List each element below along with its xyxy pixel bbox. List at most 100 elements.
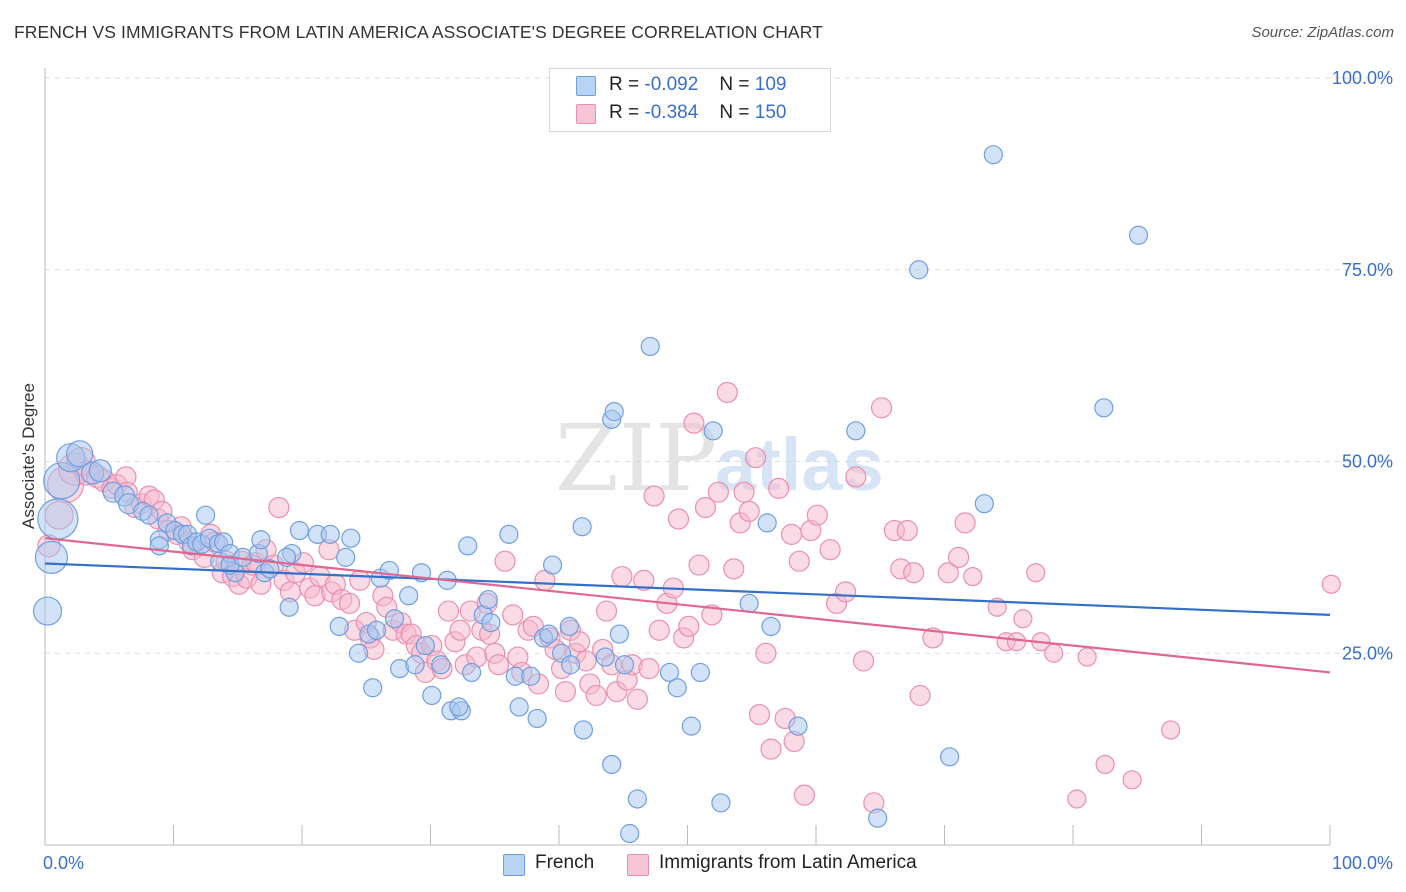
french-point bbox=[405, 655, 425, 675]
french-point bbox=[559, 616, 579, 637]
french-point bbox=[539, 624, 559, 644]
latin-point bbox=[568, 631, 591, 653]
latin-point bbox=[1161, 720, 1181, 740]
latin-point bbox=[723, 558, 745, 580]
latin-trend-line bbox=[44, 537, 1331, 674]
y-tick-label: 75.0% bbox=[1342, 260, 1393, 280]
french-point bbox=[572, 517, 592, 537]
latin-point bbox=[963, 566, 983, 587]
french-point bbox=[690, 662, 710, 683]
latin-point bbox=[845, 466, 867, 488]
y-axis-label: Associate's Degree bbox=[19, 383, 38, 529]
latin-point bbox=[638, 657, 660, 680]
latin-point bbox=[488, 654, 510, 676]
french-point bbox=[251, 530, 271, 550]
french-point bbox=[363, 678, 383, 698]
latin-point bbox=[948, 546, 970, 568]
latin-point bbox=[788, 550, 810, 572]
latin-point bbox=[748, 704, 771, 726]
french-point bbox=[366, 620, 387, 640]
latin-point bbox=[922, 627, 944, 649]
french-point bbox=[1128, 225, 1149, 245]
latin-point bbox=[667, 508, 690, 530]
french-point bbox=[846, 421, 866, 441]
french-point bbox=[499, 524, 519, 544]
latin-point bbox=[585, 684, 607, 707]
latin-point bbox=[937, 562, 959, 584]
french-point bbox=[88, 459, 112, 483]
french-point bbox=[620, 823, 640, 844]
french-point bbox=[139, 505, 159, 525]
french-point bbox=[37, 498, 79, 540]
french-point bbox=[983, 145, 1003, 165]
latin-point bbox=[1077, 647, 1097, 667]
y-tick-label: 100.0% bbox=[1332, 68, 1393, 88]
latin-point bbox=[819, 539, 841, 561]
french-point bbox=[909, 260, 929, 280]
french-point bbox=[415, 635, 435, 656]
latin-point bbox=[349, 569, 371, 591]
french-point bbox=[509, 697, 529, 717]
legend-french-n-value: 109 bbox=[754, 74, 787, 95]
legend-french-r-label: R = bbox=[609, 74, 640, 95]
latin-point bbox=[1006, 632, 1027, 652]
latin-point bbox=[502, 604, 524, 626]
latin-point bbox=[678, 615, 700, 638]
latin-point bbox=[494, 550, 516, 572]
french-point bbox=[573, 720, 594, 740]
french-point bbox=[289, 520, 310, 541]
latin-point bbox=[738, 500, 760, 522]
latin-point bbox=[268, 496, 290, 519]
legend-latin-n-label: N = bbox=[719, 102, 750, 123]
french-point bbox=[196, 505, 216, 525]
latin-point bbox=[626, 688, 648, 710]
latin-point bbox=[768, 477, 790, 499]
latin-point bbox=[683, 412, 705, 434]
bottom-legend-swatch-french bbox=[503, 854, 525, 876]
french-point bbox=[449, 697, 469, 717]
chart-title: FRENCH VS IMMIGRANTS FROM LATIN AMERICA … bbox=[14, 22, 823, 42]
latin-point bbox=[954, 512, 976, 534]
latin-point bbox=[716, 381, 738, 404]
latin-point bbox=[896, 519, 918, 542]
latin-point bbox=[701, 604, 723, 626]
french-point bbox=[595, 647, 615, 667]
french-point bbox=[940, 747, 960, 767]
y-tick-label: 50.0% bbox=[1342, 452, 1393, 472]
french-point bbox=[34, 540, 69, 574]
french-point bbox=[431, 655, 451, 675]
french-point bbox=[604, 402, 624, 422]
french-point bbox=[681, 716, 701, 736]
latin-point bbox=[1067, 789, 1087, 809]
latin-point bbox=[449, 619, 471, 641]
french-point bbox=[32, 596, 63, 626]
french-point bbox=[1094, 398, 1114, 418]
y-tick-label: 25.0% bbox=[1342, 643, 1393, 663]
latin-point bbox=[852, 650, 875, 672]
axes bbox=[44, 68, 1331, 846]
french-point bbox=[320, 524, 340, 544]
source-credit: Source: ZipAtlas.com bbox=[1251, 24, 1394, 41]
latin-point bbox=[437, 600, 460, 622]
latin-point bbox=[903, 562, 925, 584]
legend-french-r-value: -0.092 bbox=[644, 74, 699, 95]
latin-point bbox=[595, 600, 618, 622]
x-tick-label-max: 100.0% bbox=[1332, 853, 1393, 873]
french-point bbox=[527, 708, 547, 729]
latin-point bbox=[793, 784, 816, 806]
french-point bbox=[521, 666, 541, 686]
french-point bbox=[868, 808, 888, 828]
french-point bbox=[627, 789, 647, 809]
french-point bbox=[348, 643, 369, 663]
latin-point bbox=[1013, 609, 1033, 629]
french-point bbox=[422, 685, 442, 706]
legend-latin-r-label: R = bbox=[609, 102, 640, 123]
latin-point bbox=[806, 504, 828, 526]
french-point bbox=[279, 597, 299, 617]
latin-point bbox=[338, 592, 361, 614]
french-point bbox=[478, 589, 498, 610]
latin-point bbox=[554, 680, 577, 703]
french-point bbox=[399, 586, 419, 606]
french-point bbox=[614, 655, 635, 675]
